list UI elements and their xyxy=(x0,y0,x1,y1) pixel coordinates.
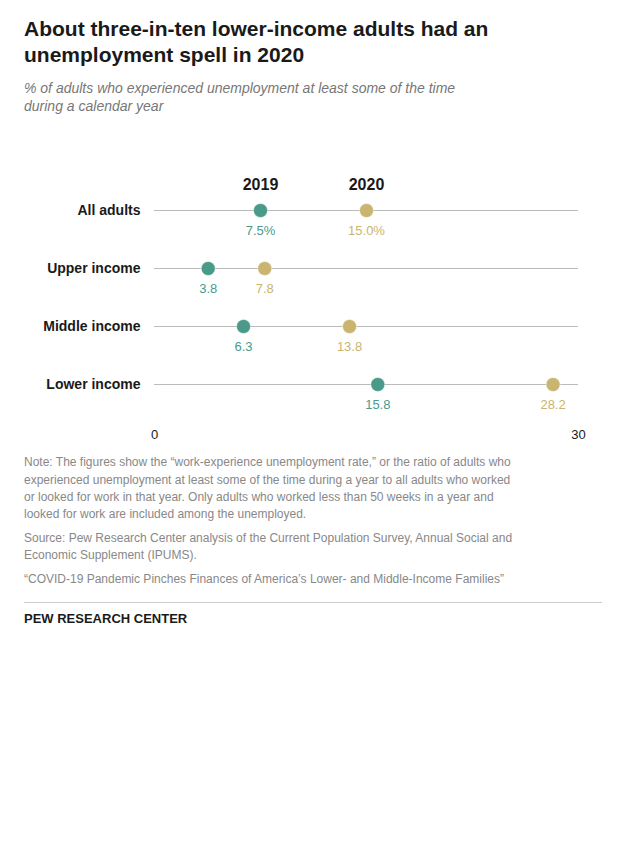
svg-text:Upper income: Upper income xyxy=(47,260,141,276)
html-text:About three-in-ten lower-incom: About three-in-ten lower-income adults h… xyxy=(24,17,489,67)
svg-text:2020: 2020 xyxy=(349,176,385,193)
html-text:% of adults who experienced un: % of adults who experienced unemployment… xyxy=(24,79,456,115)
svg-text:Middle income: Middle income xyxy=(43,318,140,334)
svg-text:28.2: 28.2 xyxy=(540,397,565,412)
svg-text:0: 0 xyxy=(151,427,158,442)
svg-text:6.3: 6.3 xyxy=(235,339,253,354)
svg-text:13.8: 13.8 xyxy=(337,339,362,354)
svg-text:7.8: 7.8 xyxy=(256,281,274,296)
html-text:Note: The figures show the “wo: Note: The figures show the “work-experie… xyxy=(24,455,511,522)
svg-text:30: 30 xyxy=(571,427,585,442)
html-text:Source: Pew Research Center an: Source: Pew Research Center analysis of … xyxy=(24,530,513,563)
svg-text:7.5%: 7.5% xyxy=(246,223,276,238)
svg-text:15.8: 15.8 xyxy=(365,397,390,412)
svg-text:2019: 2019 xyxy=(243,176,279,193)
html-text:PEW RESEARCH CENTER: PEW RESEARCH CENTER xyxy=(24,611,188,626)
svg-text:All adults: All adults xyxy=(77,202,140,218)
svg-text:3.8: 3.8 xyxy=(199,281,217,296)
html-text:“COVID-19 Pandemic Pinches Fin: “COVID-19 Pandemic Pinches Finances of A… xyxy=(24,571,504,586)
svg-text:15.0%: 15.0% xyxy=(348,223,385,238)
svg-text:Lower income: Lower income xyxy=(46,376,140,392)
